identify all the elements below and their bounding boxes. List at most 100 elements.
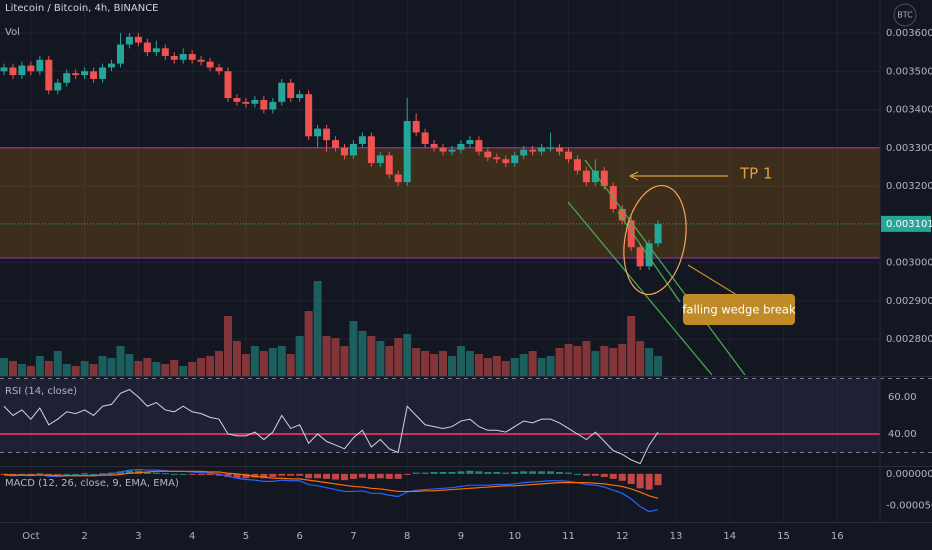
macd-histogram-bar	[108, 472, 116, 474]
candle-body	[645, 243, 653, 267]
volume-bar	[134, 361, 143, 376]
volume-bar	[501, 361, 510, 376]
y-tick-label: 0.003000	[886, 258, 932, 269]
volume-bar	[385, 346, 394, 376]
candle-body	[564, 151, 572, 160]
macd-histogram-bar	[448, 471, 456, 474]
y-tick-label: 0.003400	[886, 105, 932, 116]
tp-arrowhead	[628, 171, 639, 181]
candle-body	[36, 59, 44, 72]
macd-histogram-bar	[188, 473, 196, 475]
candle-body	[224, 71, 232, 99]
volume-bar	[232, 341, 241, 376]
volume-bar	[161, 364, 170, 376]
macd-histogram-bar	[636, 473, 644, 489]
y-tick-label: 0.003300	[886, 143, 932, 154]
macd-histogram-bar	[99, 473, 107, 475]
macd-histogram-bar	[18, 473, 26, 475]
volume-bar	[206, 356, 215, 376]
volume-bar	[456, 346, 465, 376]
x-tick-label: 6	[296, 531, 302, 542]
volume-bar	[430, 354, 439, 376]
currency-badge[interactable]	[893, 3, 917, 27]
highlight-circle	[623, 184, 687, 296]
candle-body	[170, 55, 178, 60]
macd-histogram-bar	[340, 473, 348, 481]
volume-bar	[421, 351, 430, 376]
candle-body	[412, 120, 420, 133]
candle-body	[520, 149, 528, 156]
volume-bar	[331, 338, 340, 376]
macd-histogram-bar	[403, 473, 411, 475]
candle-body	[547, 147, 555, 149]
volume-bar	[17, 364, 26, 376]
x-tick-label: 4	[189, 531, 195, 542]
macd-histogram-bar	[116, 471, 124, 474]
macd-histogram-bar	[233, 473, 241, 479]
rsi-band-fill	[0, 378, 880, 453]
volume-bar	[179, 366, 188, 376]
volume-bar	[8, 361, 17, 376]
candle-body	[376, 155, 384, 164]
x-tick-label: 13	[670, 531, 683, 542]
candle-body	[305, 94, 313, 137]
y-tick-label: 0.002900	[886, 296, 932, 307]
macd-histogram-bar	[582, 473, 590, 476]
candle-body	[125, 36, 133, 45]
volume-bar	[143, 358, 152, 376]
candle-body	[116, 44, 124, 64]
volume-bar	[618, 344, 627, 376]
macd-histogram-bar	[260, 473, 268, 479]
macd-histogram-bar	[376, 473, 384, 479]
macd-histogram-bar	[63, 473, 71, 475]
x-tick-label: 15	[777, 531, 790, 542]
volume-bar	[53, 351, 62, 376]
macd-histogram-bar	[27, 473, 35, 475]
macd-histogram-bar	[72, 473, 80, 475]
candle-body	[233, 98, 241, 102]
candle-body	[206, 61, 214, 68]
volume-bar	[215, 351, 224, 376]
macd-histogram-bar	[627, 473, 635, 484]
candle-body	[27, 65, 35, 72]
volume-bar	[349, 321, 358, 376]
macd-histogram-bar	[511, 471, 519, 474]
volume-bar	[394, 338, 403, 376]
candle-body	[287, 82, 295, 99]
macd-histogram-bar	[242, 473, 250, 479]
macd-histogram-bar	[654, 473, 662, 486]
x-tick-label: 9	[458, 531, 464, 542]
candle-body	[439, 147, 447, 152]
volume-bar	[125, 354, 134, 376]
macd-histogram-bar	[367, 473, 375, 479]
volume-bar	[474, 354, 483, 376]
wedge-line	[617, 211, 681, 303]
candle-layer	[0, 33, 880, 271]
macd-histogram-bar	[215, 473, 223, 476]
candle-body	[108, 63, 116, 68]
x-tick-label: 7	[350, 531, 356, 542]
macd-histogram-bar	[278, 473, 286, 476]
candle-body	[529, 149, 537, 152]
volume-bar	[322, 336, 331, 376]
volume-bar	[152, 362, 161, 376]
volume-bar	[510, 358, 519, 376]
candle-body	[582, 170, 590, 183]
volume-bar	[80, 361, 89, 376]
signal-line	[3, 470, 659, 499]
macd-histogram-bar	[90, 473, 98, 475]
volume-bar	[107, 358, 116, 376]
candle-body	[349, 143, 357, 156]
x-tick-label: 16	[831, 531, 844, 542]
candle-body	[323, 128, 331, 141]
macd-histogram-bar	[296, 473, 304, 476]
candle-body	[99, 67, 107, 79]
volume-bar	[654, 356, 663, 376]
volume-bar	[483, 358, 492, 376]
candle-body	[430, 143, 438, 148]
macd-histogram-bar	[305, 473, 313, 479]
volume-bar	[0, 358, 8, 376]
volume-bar	[403, 334, 412, 376]
macd-histogram-bar	[125, 470, 133, 474]
